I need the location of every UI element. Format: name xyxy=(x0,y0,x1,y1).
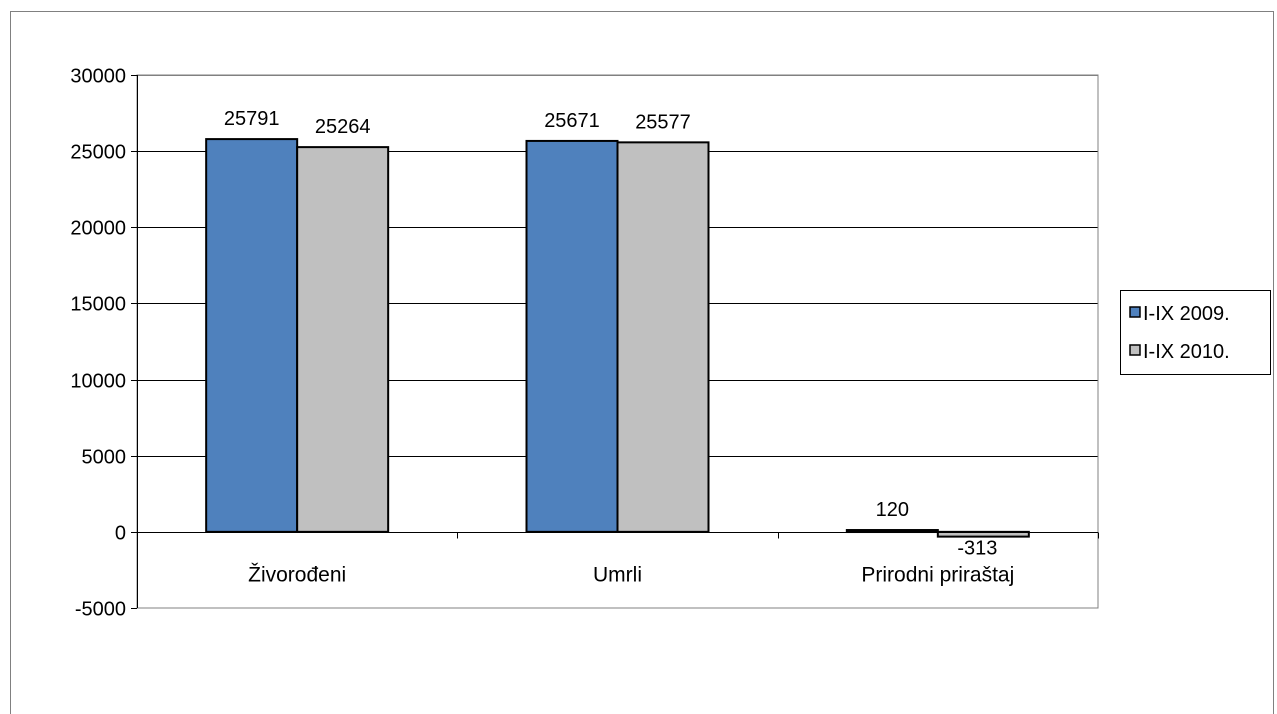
y-tick-label: 5000 xyxy=(82,447,127,469)
legend: I-IX 2009. I-IX 2010. xyxy=(1120,290,1271,375)
data-label: 25264 xyxy=(315,116,371,138)
bar xyxy=(845,529,939,534)
y-tick-label: 10000 xyxy=(70,371,126,393)
legend-label: I-IX 2010. xyxy=(1143,341,1230,363)
category-label: Živorođeni xyxy=(248,564,346,587)
legend-label: I-IX 2009. xyxy=(1143,303,1230,325)
bars xyxy=(205,138,1030,538)
y-tick-label: 15000 xyxy=(70,294,126,316)
legend-box xyxy=(1120,290,1271,375)
category-label: Umrli xyxy=(593,564,642,587)
y-tick-label: 20000 xyxy=(70,218,126,240)
y-tick-label: 30000 xyxy=(70,66,126,88)
data-label: 120 xyxy=(876,499,909,521)
bar xyxy=(525,139,619,533)
data-label: 25577 xyxy=(635,111,691,133)
bar xyxy=(936,530,1030,538)
category-label: Prirodni priraštaj xyxy=(861,564,1014,587)
bar xyxy=(296,146,390,533)
bar xyxy=(205,138,299,533)
y-tick-label: 0 xyxy=(115,523,126,545)
y-tick-label: -5000 xyxy=(75,599,126,621)
data-label: -313 xyxy=(957,538,997,560)
y-tick-label: 25000 xyxy=(70,142,126,164)
data-label: 25791 xyxy=(224,108,280,130)
legend-swatch xyxy=(1129,306,1141,318)
bar xyxy=(616,141,710,533)
legend-swatch xyxy=(1129,344,1141,356)
labels: 30000 25000 20000 15000 10000 5000 0 -5000 25791… xyxy=(70,66,1014,621)
data-label: 25671 xyxy=(544,110,600,132)
axes xyxy=(131,75,1099,609)
